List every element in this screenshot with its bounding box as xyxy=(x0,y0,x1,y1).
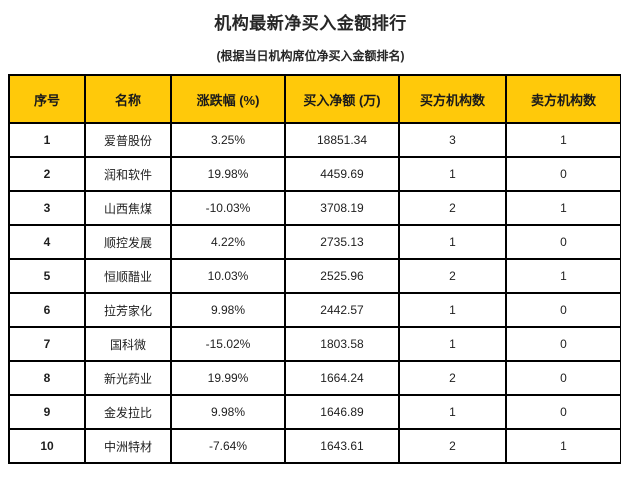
rank-cell: 6 xyxy=(8,292,86,328)
rank-cell: 2 xyxy=(8,156,86,192)
buyer-count-cell: 1 xyxy=(398,292,507,328)
table-row: 9 金发拉比 9.98% 1646.89 1 0 xyxy=(8,394,621,430)
net-buy-ranking-table: 序号 名称 涨跌幅 (%) 买入净额 (万) 买方机构数 卖方机构数 1 爱普股… xyxy=(8,74,621,464)
rank-cell: 9 xyxy=(8,394,86,430)
buyer-count-cell: 2 xyxy=(398,258,507,294)
seller-count-cell: 0 xyxy=(505,326,621,362)
table-row: 8 新光药业 19.99% 1664.24 2 0 xyxy=(8,360,621,396)
table-row: 5 恒顺醋业 10.03% 2525.96 2 1 xyxy=(8,258,621,294)
page-title: 机构最新净买入金额排行 xyxy=(214,14,407,33)
stock-name-cell: 中洲特材 xyxy=(84,428,172,464)
net-buy-cell: 1803.58 xyxy=(284,326,400,362)
seller-count-cell: 0 xyxy=(505,360,621,396)
net-buy-cell: 4459.69 xyxy=(284,156,400,192)
table-row: 3 山西焦煤 -10.03% 3708.19 2 1 xyxy=(8,190,621,226)
rank-cell: 1 xyxy=(8,122,86,158)
buyer-count-cell: 3 xyxy=(398,122,507,158)
col-header-sellers: 卖方机构数 xyxy=(505,74,621,124)
stock-name-cell: 国科微 xyxy=(84,326,172,362)
rank-cell: 4 xyxy=(8,224,86,260)
buyer-count-cell: 1 xyxy=(398,224,507,260)
stock-name-cell: 拉芳家化 xyxy=(84,292,172,328)
col-header-change: 涨跌幅 (%) xyxy=(170,74,286,124)
table-row: 7 国科微 -15.02% 1803.58 1 0 xyxy=(8,326,621,362)
net-buy-cell: 2442.57 xyxy=(284,292,400,328)
buyer-count-cell: 1 xyxy=(398,156,507,192)
table-row: 4 顺控发展 4.22% 2735.13 1 0 xyxy=(8,224,621,260)
stock-name-cell: 金发拉比 xyxy=(84,394,172,430)
rank-cell: 3 xyxy=(8,190,86,226)
change-pct-cell: 9.98% xyxy=(170,292,286,328)
table-row: 6 拉芳家化 9.98% 2442.57 1 0 xyxy=(8,292,621,328)
header-row: 序号 名称 涨跌幅 (%) 买入净额 (万) 买方机构数 卖方机构数 xyxy=(8,74,621,124)
buyer-count-cell: 1 xyxy=(398,326,507,362)
rank-cell: 5 xyxy=(8,258,86,294)
stock-name-cell: 爱普股份 xyxy=(84,122,172,158)
table-header: 序号 名称 涨跌幅 (%) 买入净额 (万) 买方机构数 卖方机构数 xyxy=(8,74,621,124)
seller-count-cell: 1 xyxy=(505,190,621,226)
col-header-name: 名称 xyxy=(84,74,172,124)
buyer-count-cell: 2 xyxy=(398,190,507,226)
change-pct-cell: 4.22% xyxy=(170,224,286,260)
seller-count-cell: 0 xyxy=(505,156,621,192)
rank-cell: 10 xyxy=(8,428,86,464)
table-row: 1 爱普股份 3.25% 18851.34 3 1 xyxy=(8,122,621,158)
rank-cell: 8 xyxy=(8,360,86,396)
col-header-buyers: 买方机构数 xyxy=(398,74,507,124)
change-pct-cell: 19.99% xyxy=(170,360,286,396)
change-pct-cell: -10.03% xyxy=(170,190,286,226)
rank-cell: 7 xyxy=(8,326,86,362)
change-pct-cell: -7.64% xyxy=(170,428,286,464)
net-buy-cell: 1643.61 xyxy=(284,428,400,464)
table-row: 2 润和软件 19.98% 4459.69 1 0 xyxy=(8,156,621,192)
seller-count-cell: 1 xyxy=(505,428,621,464)
col-header-rank: 序号 xyxy=(8,74,86,124)
seller-count-cell: 0 xyxy=(505,224,621,260)
stock-name-cell: 山西焦煤 xyxy=(84,190,172,226)
table-body: 1 爱普股份 3.25% 18851.34 3 1 2 润和软件 19.98% … xyxy=(8,122,621,464)
stock-name-cell: 恒顺醋业 xyxy=(84,258,172,294)
buyer-count-cell: 1 xyxy=(398,394,507,430)
buyer-count-cell: 2 xyxy=(398,428,507,464)
stock-name-cell: 润和软件 xyxy=(84,156,172,192)
change-pct-cell: 9.98% xyxy=(170,394,286,430)
seller-count-cell: 0 xyxy=(505,292,621,328)
net-buy-cell: 18851.34 xyxy=(284,122,400,158)
table-row: 10 中洲特材 -7.64% 1643.61 2 1 xyxy=(8,428,621,464)
stock-name-cell: 顺控发展 xyxy=(84,224,172,260)
net-buy-cell: 2735.13 xyxy=(284,224,400,260)
seller-count-cell: 1 xyxy=(505,258,621,294)
seller-count-cell: 0 xyxy=(505,394,621,430)
net-buy-cell: 1646.89 xyxy=(284,394,400,430)
stock-name-cell: 新光药业 xyxy=(84,360,172,396)
page-subtitle: (根据当日机构席位净买入金额排名) xyxy=(216,49,405,63)
col-header-netbuy: 买入净额 (万) xyxy=(284,74,400,124)
net-buy-cell: 3708.19 xyxy=(284,190,400,226)
net-buy-cell: 2525.96 xyxy=(284,258,400,294)
change-pct-cell: 10.03% xyxy=(170,258,286,294)
change-pct-cell: 19.98% xyxy=(170,156,286,192)
change-pct-cell: 3.25% xyxy=(170,122,286,158)
seller-count-cell: 1 xyxy=(505,122,621,158)
net-buy-cell: 1664.24 xyxy=(284,360,400,396)
buyer-count-cell: 2 xyxy=(398,360,507,396)
change-pct-cell: -15.02% xyxy=(170,326,286,362)
